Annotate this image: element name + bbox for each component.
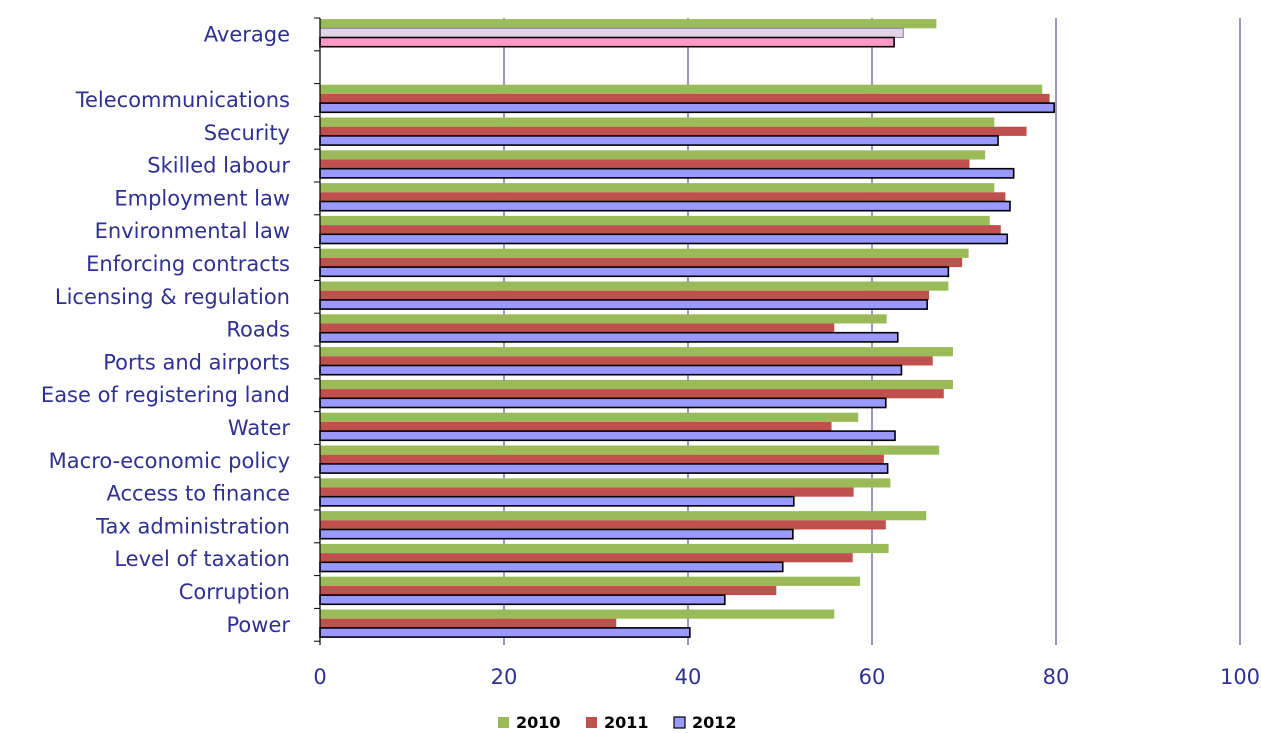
bar-2011-average [320, 28, 903, 37]
category-label: Roads [226, 318, 290, 342]
bar-2012-employment-law [320, 202, 1010, 211]
bar-2012-access-to-finance [320, 497, 794, 506]
legend-swatch-2010 [498, 717, 509, 728]
category-label: Telecommunications [75, 88, 290, 112]
bar-2010-environmental-law [320, 216, 990, 225]
bar-2010-roads [320, 314, 887, 323]
category-label: Ease of registering land [41, 383, 290, 407]
category-label: Ports and airports [103, 350, 290, 374]
bar-2012-ease-of-registering-land [320, 398, 886, 407]
legend-swatch-2011 [586, 717, 597, 728]
category-label: Macro-economic policy [49, 449, 290, 473]
category-label: Average [204, 22, 290, 46]
bar-2011-employment-law [320, 192, 1005, 201]
bar-2012-level-of-taxation [320, 562, 783, 571]
category-label: Level of taxation [114, 547, 290, 571]
category-label: Access to finance [106, 482, 290, 506]
bar-2011-corruption [320, 586, 776, 595]
bar-2012-tax-administration [320, 530, 793, 539]
x-tick-label: 20 [491, 665, 518, 689]
bar-2010-telecommunications [320, 85, 1042, 94]
bar-2011-tax-administration [320, 520, 886, 529]
axes [314, 18, 320, 645]
bar-2012-enforcing-contracts [320, 267, 948, 276]
bar-2012-macro-economic-policy [320, 464, 888, 473]
x-tick-label: 80 [1043, 665, 1070, 689]
category-label: Water [228, 416, 290, 440]
category-label: Employment law [114, 186, 290, 210]
category-labels: Average Telecommunications Security Skilled… [41, 22, 290, 636]
category-label: Tax administration [95, 514, 290, 538]
bar-2010-licensing-regulation [320, 282, 948, 291]
bar-2012-security [320, 136, 998, 145]
x-tick-label: 100 [1220, 665, 1260, 689]
x-tick-label: 0 [313, 665, 326, 689]
bar-2010-ports-and-airports [320, 347, 953, 356]
bar-2011-macro-economic-policy [320, 455, 884, 464]
bar-2012-ports-and-airports [320, 366, 901, 375]
bar-2011-environmental-law [320, 225, 1001, 234]
bar-2012-telecommunications [320, 103, 1054, 112]
bar-2010-level-of-taxation [320, 544, 889, 553]
bar-2010-ease-of-registering-land [320, 380, 953, 389]
bar-2010-security [320, 118, 994, 127]
bar-2012-average [320, 38, 894, 47]
bar-2010-access-to-finance [320, 478, 890, 487]
bar-2011-level-of-taxation [320, 553, 853, 562]
category-label: Power [227, 613, 291, 637]
bar-2010-employment-law [320, 183, 994, 192]
bar-2012-skilled-labour [320, 169, 1014, 178]
bar-2011-enforcing-contracts [320, 258, 962, 267]
bar-2010-water [320, 413, 858, 422]
bar-2012-corruption [320, 595, 725, 604]
bar-2010-power [320, 610, 834, 619]
x-tick-label: 40 [675, 665, 702, 689]
bar-2011-telecommunications [320, 94, 1050, 103]
bar-2010-enforcing-contracts [320, 249, 969, 258]
bar-2010-skilled-labour [320, 150, 985, 159]
bar-2011-security [320, 127, 1027, 136]
bar-2010-average [320, 19, 936, 28]
bar-2011-skilled-labour [320, 160, 970, 169]
bar-2011-ease-of-registering-land [320, 389, 944, 398]
category-label: Skilled labour [147, 154, 290, 178]
x-tick-label: 60 [859, 665, 886, 689]
bar-2012-power [320, 628, 690, 637]
legend-label-2010: 2010 [516, 713, 561, 732]
category-label: Security [204, 121, 290, 145]
legend-swatch-2012 [674, 717, 685, 728]
bar-2010-corruption [320, 577, 860, 586]
legend: 2010 2011 2012 [498, 713, 737, 732]
bar-2011-water [320, 422, 832, 431]
bars [320, 19, 1054, 637]
bar-2012-water [320, 431, 895, 440]
category-label: Licensing & regulation [55, 285, 290, 309]
bar-2011-roads [320, 324, 834, 333]
category-label: Environmental law [95, 219, 290, 243]
bar-2012-licensing-regulation [320, 300, 927, 309]
legend-label-2012: 2012 [692, 713, 737, 732]
bar-2011-ports-and-airports [320, 356, 933, 365]
bar-2010-macro-economic-policy [320, 446, 939, 455]
x-tick-labels: 0 20 40 60 80 100 [313, 665, 1260, 689]
bar-2012-roads [320, 333, 898, 342]
bar-2010-tax-administration [320, 511, 926, 520]
category-label: Enforcing contracts [86, 252, 290, 276]
bar-2012-environmental-law [320, 234, 1007, 243]
bar-2011-licensing-regulation [320, 291, 929, 300]
legend-label-2011: 2011 [604, 713, 649, 732]
bar-2011-power [320, 619, 616, 628]
category-label: Corruption [179, 580, 290, 604]
bar-2011-access-to-finance [320, 488, 854, 497]
